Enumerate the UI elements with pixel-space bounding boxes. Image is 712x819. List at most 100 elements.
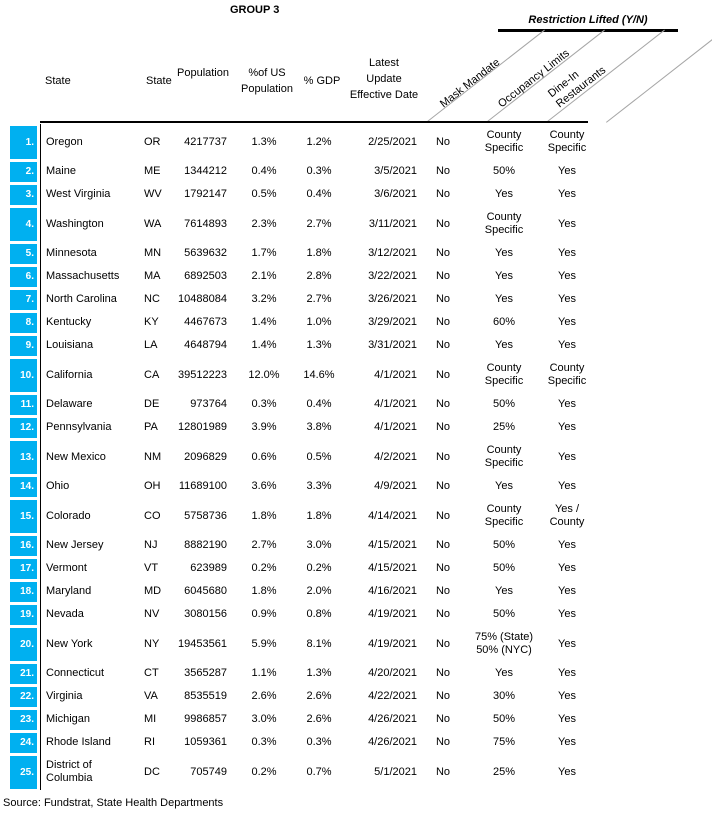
row-number-badge: 25. <box>10 755 37 789</box>
cell-occupancy-limits: County Specific <box>484 129 524 154</box>
cell-state-abbr: LA <box>144 339 158 351</box>
cell-pct-gdp: 0.3% <box>306 165 332 177</box>
cell-occupancy-limits: 25% <box>492 765 516 778</box>
cell-effective-date: 3/11/2021 <box>368 217 417 230</box>
cell-occupancy-limits: County Specific <box>484 362 524 387</box>
cell-pct-us-population: 0.3% <box>251 398 277 410</box>
cell-state-name: California <box>40 357 138 393</box>
cell-pct-us-population: 0.2% <box>251 765 277 778</box>
cell-dine-in-restaurants: Yes <box>558 608 576 620</box>
cell-state-abbr: DE <box>144 398 160 410</box>
cell-pct-us-population: 5.9% <box>251 637 277 650</box>
cell-effective-date: 4/26/2021 <box>368 713 417 725</box>
cell-dine-in-restaurants: Yes <box>558 421 576 433</box>
cell-state-abbr: MN <box>144 247 162 259</box>
cell-state-name: Pennsylvania <box>40 416 138 439</box>
cell-effective-date: 2/25/2021 <box>368 135 417 148</box>
cell-pct-gdp: 2.6% <box>306 713 332 725</box>
cell-occupancy-limits: Yes <box>495 270 513 282</box>
cell-mask-mandate: No <box>435 736 451 748</box>
cell-occupancy-limits: Yes <box>495 585 513 597</box>
cell-effective-date: 4/15/2021 <box>368 539 417 551</box>
cell-pct-us-population: 0.4% <box>251 165 277 177</box>
cell-mask-mandate: No <box>435 509 451 522</box>
col-header-pct-us-population: %of US Population <box>241 67 293 95</box>
cell-state-name: New York <box>40 626 138 662</box>
cell-pct-gdp: 1.8% <box>306 247 332 259</box>
row-number-badge: 15. <box>10 499 37 533</box>
table-row: 5. Minnesota MN 5639632 1.7% 1.8% 3/12/2021 No Y… <box>0 242 712 265</box>
cell-occupancy-limits: County Specific <box>484 503 524 528</box>
cell-occupancy-limits: 50% <box>492 713 516 725</box>
table-row: 24. Rhode Island RI 1059361 0.3% 0.3% 4/26/202… <box>0 731 712 754</box>
cell-population: 39512223 <box>178 368 227 381</box>
cell-pct-us-population: 1.4% <box>251 339 277 351</box>
header-divider-line <box>40 121 588 123</box>
cell-state-abbr: NC <box>144 293 160 305</box>
row-number-badge: 21. <box>10 663 37 684</box>
cell-population: 9986857 <box>184 713 227 725</box>
row-number-badge: 3. <box>10 184 37 205</box>
cell-population: 19453561 <box>178 637 227 650</box>
row-number-badge: 16. <box>10 535 37 556</box>
row-number-badge: 1. <box>10 125 37 159</box>
cell-pct-gdp: 0.7% <box>306 765 332 778</box>
row-number-badge: 18. <box>10 581 37 602</box>
cell-state-abbr: CO <box>144 509 161 522</box>
cell-effective-date: 4/14/2021 <box>368 509 417 522</box>
row-number-badge: 4. <box>10 207 37 241</box>
row-number-badge: 5. <box>10 243 37 264</box>
cell-pct-gdp: 8.1% <box>306 637 332 650</box>
cell-pct-gdp: 2.7% <box>306 293 332 305</box>
col-header-latest-update-line: Effective Date <box>349 89 419 101</box>
cell-pct-us-population: 1.7% <box>251 247 277 259</box>
cell-occupancy-limits: 50% <box>492 398 516 410</box>
cell-state-name: Kentucky <box>40 311 138 334</box>
cell-population: 623989 <box>190 562 227 574</box>
cell-pct-us-population: 0.9% <box>251 608 277 620</box>
cell-pct-us-population: 3.6% <box>251 480 277 492</box>
cell-effective-date: 3/26/2021 <box>368 293 417 305</box>
table-row: 13. New Mexico NM 2096829 0.6% 0.5% 4/2/2021 No… <box>0 439 712 475</box>
cell-mask-mandate: No <box>435 339 451 351</box>
cell-pct-gdp: 3.3% <box>306 480 332 492</box>
table-row: 20. New York NY 19453561 5.9% 8.1% 4/19/2021 No… <box>0 626 712 662</box>
cell-effective-date: 4/1/2021 <box>374 421 417 433</box>
table-row: 21. Connecticut CT 3565287 1.1% 1.3% 4/20/2021… <box>0 662 712 685</box>
cell-pct-gdp: 2.6% <box>306 690 332 702</box>
cell-state-name: New Mexico <box>40 439 138 475</box>
cell-dine-in-restaurants: Yes <box>558 398 576 410</box>
cell-effective-date: 3/5/2021 <box>374 165 417 177</box>
cell-effective-date: 4/2/2021 <box>374 450 417 463</box>
table-row: 19. Nevada NV 3080156 0.9% 0.8% 4/19/2021 No 50%… <box>0 603 712 626</box>
col-header-latest-update-line: Update <box>366 73 402 85</box>
cell-mask-mandate: No <box>435 690 451 702</box>
table-body: 1. Oregon OR 4217737 1.3% 1.2% 2/25/2021 No Coun… <box>0 124 712 790</box>
cell-state-name: Delaware <box>40 393 138 416</box>
cell-state-name: Oregon <box>40 124 138 160</box>
cell-effective-date: 4/20/2021 <box>368 667 417 679</box>
cell-state-name: West Virginia <box>40 183 138 206</box>
cell-pct-us-population: 1.8% <box>251 585 277 597</box>
cell-effective-date: 3/29/2021 <box>368 316 417 328</box>
cell-dine-in-restaurants: Yes <box>558 165 576 177</box>
row-number-badge: 9. <box>10 335 37 356</box>
cell-occupancy-limits: County Specific <box>484 444 524 469</box>
cell-mask-mandate: No <box>435 188 451 200</box>
cell-dine-in-restaurants: Yes <box>558 217 576 230</box>
table-row: 11. Delaware DE 973764 0.3% 0.4% 4/1/2021 No 50%… <box>0 393 712 416</box>
cell-pct-gdp: 1.2% <box>306 135 332 148</box>
cell-state-name: Maine <box>40 160 138 183</box>
cell-pct-gdp: 1.8% <box>306 509 332 522</box>
row-number-badge: 13. <box>10 440 37 474</box>
cell-occupancy-limits: Yes <box>495 480 513 492</box>
cell-state-name: Vermont <box>40 557 138 580</box>
cell-state-name: North Carolina <box>40 288 138 311</box>
table-row: 14. Ohio OH 11689100 3.6% 3.3% 4/9/2021 No Yes Ye… <box>0 475 712 498</box>
table-row: 12. Pennsylvania PA 12801989 3.9% 3.8% 4/1/202… <box>0 416 712 439</box>
cell-dine-in-restaurants: Yes <box>558 637 576 650</box>
table-row: 15. Colorado CO 5758736 1.8% 1.8% 4/14/2021 No C… <box>0 498 712 534</box>
cell-state-name: Nevada <box>40 603 138 626</box>
cell-state-name: Ohio <box>40 475 138 498</box>
cell-occupancy-limits: 25% <box>492 421 516 433</box>
